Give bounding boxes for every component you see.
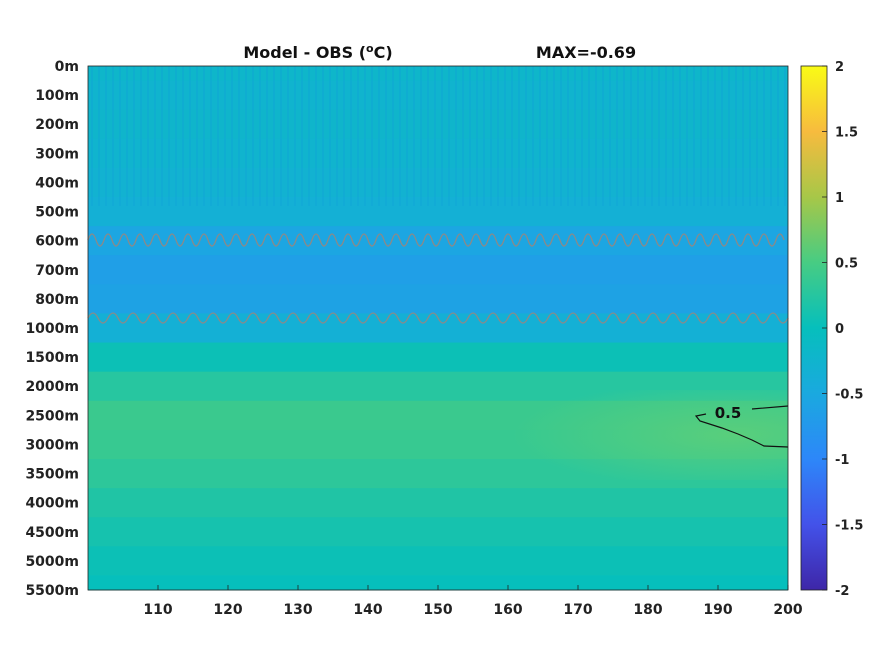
y-axis: 0m 100m 200m 300m 400m 500m 600m 700m 800m 1000m 1… (25, 59, 79, 599)
colorbar-tick-label: -2 (835, 584, 849, 599)
y-tick-label: 800m (35, 292, 79, 308)
colorbar-tick-label: 2 (835, 60, 844, 75)
y-tick-label: 3500m (25, 467, 79, 483)
x-tick-label: 130 (283, 602, 312, 618)
y-tick-label: 0m (55, 59, 79, 75)
y-tick-label: 4000m (25, 496, 79, 512)
colorbar-tick-label: 0.5 (835, 257, 858, 272)
x-tick-label: 180 (633, 602, 662, 618)
plot-title-max: MAX=-0.69 (536, 43, 636, 62)
noisy-contour-600m (87, 233, 785, 247)
depth-band (88, 575, 788, 591)
y-tick-label: 2500m (25, 408, 79, 424)
contour-line-0.5 (694, 405, 789, 448)
colorbar-tick-label: 1 (835, 191, 844, 206)
colorbar-ticks: 2 1.5 1 0.5 0 -0.5 -1 -1.5 -2 (822, 60, 863, 599)
y-tick-label: 3000m (25, 437, 79, 453)
noisy-contour-1000m (87, 312, 789, 324)
y-tick-label: 100m (35, 88, 79, 104)
y-tick-label: 200m (35, 117, 79, 133)
colorbar-tick-label: -1.5 (835, 519, 863, 534)
x-tick-label: 200 (773, 602, 802, 618)
colorbar-tick-label: 0 (835, 322, 844, 337)
colorbar-tick-label: 1.5 (835, 126, 858, 141)
y-tick-label: 700m (35, 263, 79, 279)
contour-label: 0.5 (715, 404, 742, 422)
y-tick-label: 5500m (25, 583, 79, 599)
y-tick-label: 4500m (25, 525, 79, 541)
y-tick-label: 1000m (25, 321, 79, 337)
colorbar-tick-label: -1 (835, 453, 849, 468)
x-tick-label: 170 (563, 602, 592, 618)
y-tick-label: 1500m (25, 350, 79, 366)
depth-band (88, 226, 788, 256)
surface-streaks (88, 66, 788, 206)
depth-band (88, 342, 788, 373)
depth-band (88, 284, 788, 314)
x-axis: 110 120 130 140 150 160 170 180 190 200 (143, 585, 803, 618)
y-tick-label: 2000m (25, 379, 79, 395)
y-tick-label: 600m (35, 234, 79, 250)
y-tick-label: 5000m (25, 554, 79, 570)
y-tick-label: 300m (35, 146, 79, 162)
y-tick-label: 400m (35, 175, 79, 191)
x-tick-label: 120 (213, 602, 242, 618)
title-text-left: Model - OBS (243, 43, 353, 62)
y-tick-label: 500m (35, 205, 79, 221)
x-tick-label: 110 (143, 602, 172, 618)
depth-band (88, 255, 788, 285)
plot-area: 0.5 (87, 65, 789, 591)
x-tick-label: 160 (493, 602, 522, 618)
colorbar-tick-label: -0.5 (835, 388, 863, 403)
x-tick-label: 140 (353, 602, 382, 618)
warm-anomaly-region (420, 390, 788, 480)
plot-title-left: Model - OBS (oC) (243, 42, 392, 63)
title-unit-letter: C (374, 43, 386, 62)
colorbar: 2 1.5 1 0.5 0 -0.5 -1 -1.5 -2 (800, 60, 863, 599)
x-tick-label: 150 (423, 602, 452, 618)
depth-band (88, 517, 788, 547)
depth-band (88, 488, 788, 518)
x-tick-label: 190 (703, 602, 732, 618)
depth-band (88, 546, 788, 576)
title-degree: o (366, 42, 374, 55)
